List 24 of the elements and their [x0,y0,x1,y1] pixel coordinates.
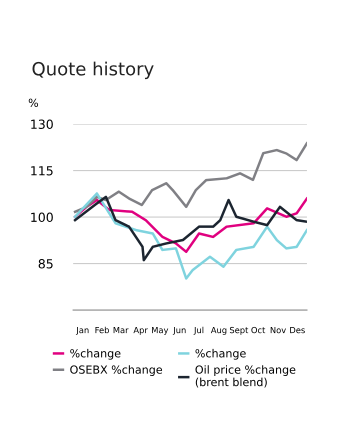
legend-label: %change [195,348,246,360]
x-tick-label: Des [290,327,305,334]
x-tick-label: Jul [194,326,204,335]
x-tick-label: Aug [210,327,226,335]
x-tick-label: Nov [270,327,286,334]
x-tick-label: Sept [230,326,248,335]
chart-title: Quote history [32,62,154,80]
y-tick-label: 85 [38,259,53,269]
line-series [74,192,307,280]
x-tick-label: Oct [251,326,266,334]
y-tick-label: 100 [31,212,53,222]
line-series [74,142,307,214]
legend-label: %change [70,348,120,360]
x-tick-label: Jan [76,327,88,335]
x-tick-label: Feb [95,326,109,334]
legend-label: Oil price %change (brent blend) [195,365,296,388]
y-tick-label: 115 [31,166,53,176]
legend-label: OSEBX %change [70,365,162,376]
x-tick-label: Mar [114,327,129,334]
x-tick-label: Jun [172,327,186,335]
y-tick-label: 130 [31,120,53,129]
x-tick-label: Apr [133,327,148,335]
y-axis-title: % [28,98,38,107]
x-tick-label: May [152,327,168,335]
